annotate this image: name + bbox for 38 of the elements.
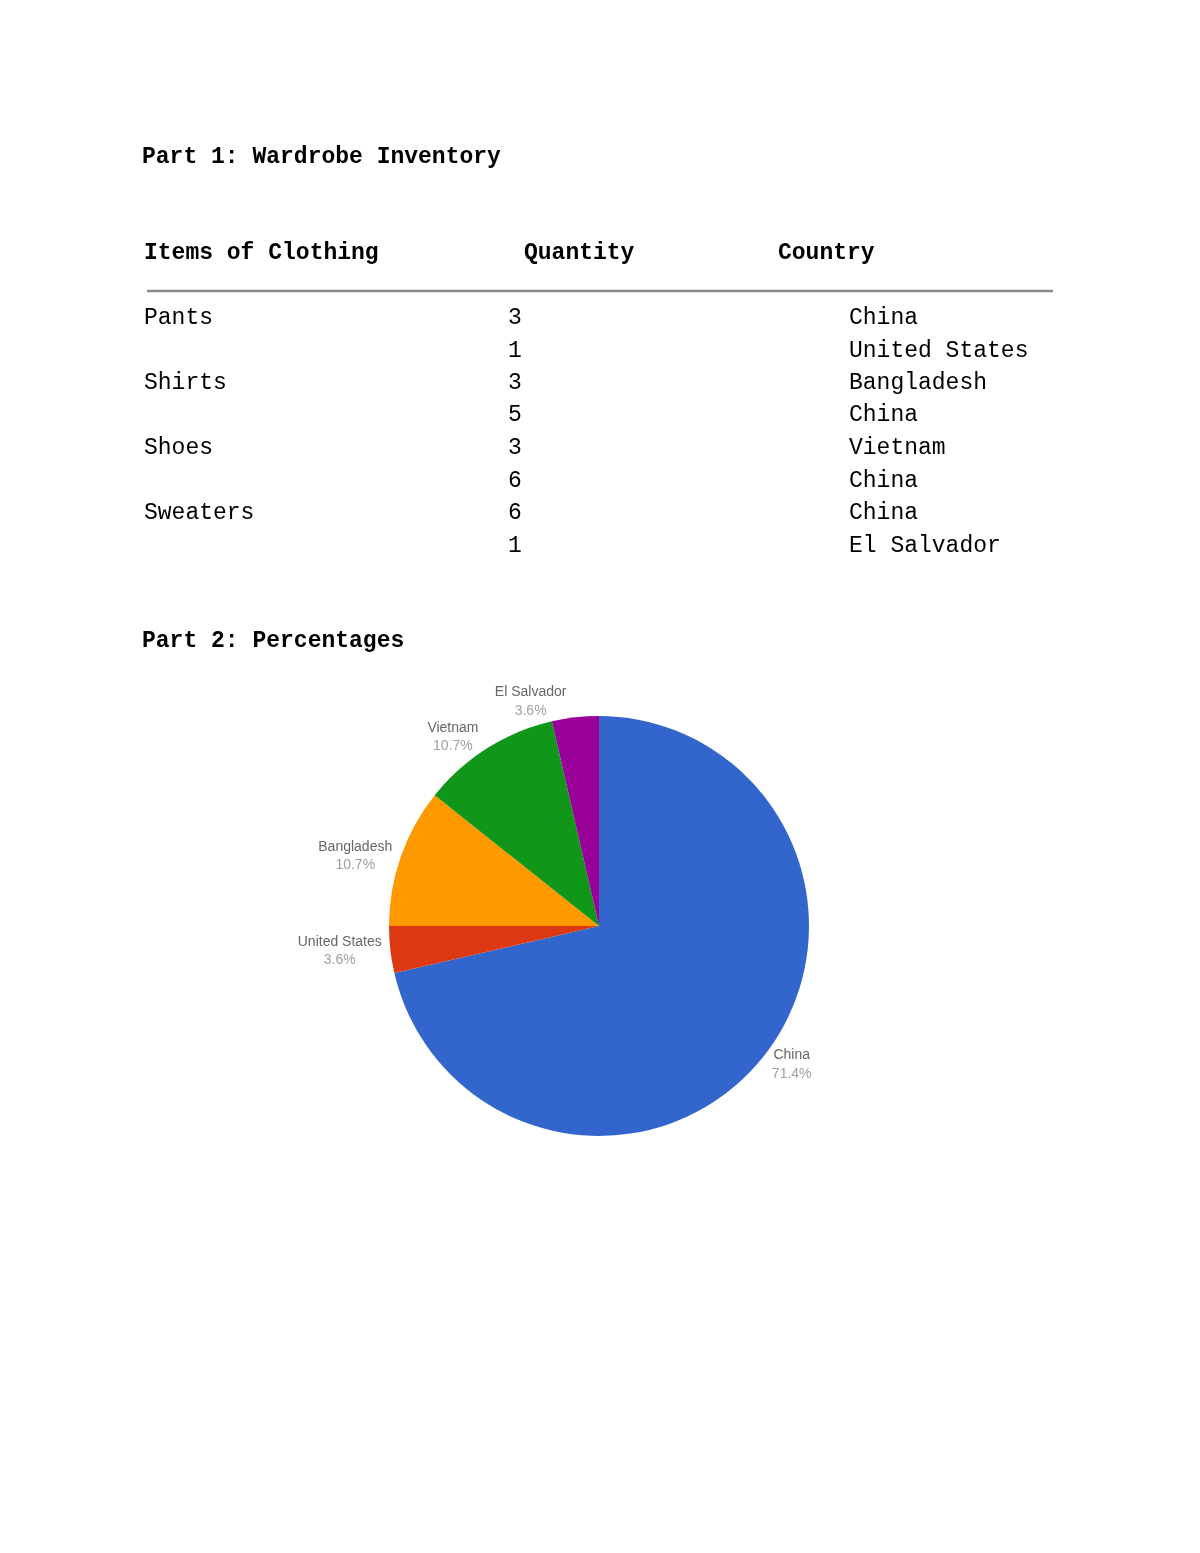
slice-label: United States [297, 932, 382, 949]
category-label: China [849, 468, 919, 494]
data-label: 5 [508, 402, 522, 428]
pie-slice [551, 716, 599, 926]
chart-title: Part 2: Percentages [142, 628, 405, 654]
data-label: 6 [508, 468, 522, 494]
category-label: Bangladesh [849, 370, 988, 396]
data-label: 3.6% [514, 701, 547, 718]
data-label: 3 [508, 370, 522, 396]
category-label: China [849, 402, 919, 428]
category-label: El Salvador [849, 533, 1001, 559]
category-label: Vietnam [849, 435, 946, 461]
text: Country [778, 240, 875, 266]
slice-label: China [773, 1046, 811, 1063]
category-label: Sweaters [144, 500, 255, 526]
slice-label: Bangladesh [318, 837, 393, 854]
category-label: China [849, 305, 919, 331]
category-label: Pants [144, 305, 214, 331]
data-label: 3 [508, 435, 522, 461]
category-label: United States [849, 338, 1029, 364]
pie-slice [389, 926, 599, 974]
data-label: 10.7% [433, 737, 473, 754]
data-label: 1 [508, 338, 522, 364]
category-label: Shirts [144, 370, 227, 396]
slice-label: Vietnam [427, 719, 479, 735]
text: Part 1: Wardrobe Inventory [142, 144, 502, 170]
category-label: Shoes [144, 435, 214, 461]
data-label: 71.4% [771, 1064, 812, 1081]
text: Quantity [524, 240, 635, 266]
pie-slice [394, 716, 809, 1136]
data-label: 10.7% [335, 855, 376, 872]
category-label: China [849, 500, 919, 526]
data-label: 6 [508, 500, 522, 526]
text: Items of Clothing [144, 240, 379, 266]
data-label: 1 [508, 533, 522, 559]
data-label: 3 [508, 305, 522, 331]
slice-label: El Salvador [494, 683, 567, 700]
data-label: 3.6% [323, 951, 356, 968]
